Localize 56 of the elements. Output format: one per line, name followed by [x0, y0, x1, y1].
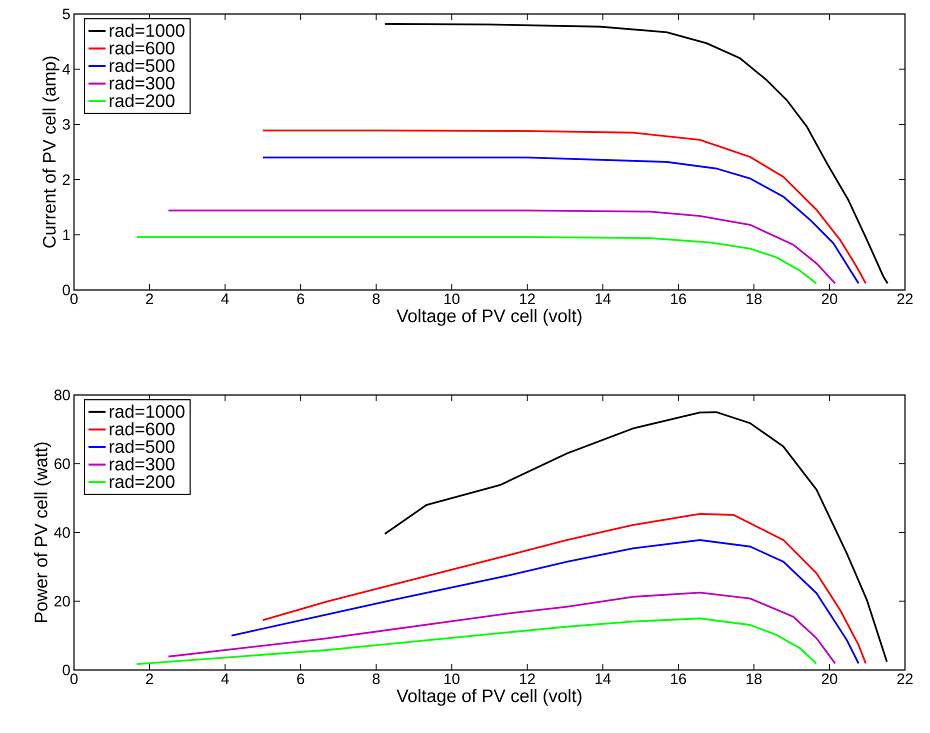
legend-label: rad=300 [110, 76, 174, 90]
x-tick-label: 2 [146, 294, 153, 304]
x-tick-label: 0 [70, 294, 78, 304]
x-tick-label: 6 [297, 294, 304, 304]
line-series [384, 23, 889, 284]
x-tick-label: 8 [372, 674, 380, 684]
x-tick-label: 4 [221, 674, 229, 684]
line-series [168, 592, 836, 664]
x-axis-title: Voltage of PV cell (volt) [396, 309, 582, 326]
y-tick-label: 60 [54, 458, 70, 470]
x-tick-label: 10 [444, 674, 460, 684]
x-tick-label: 12 [520, 674, 535, 684]
x-tick-label: 22 [897, 294, 913, 304]
x-tick-label: 0 [70, 674, 78, 684]
x-tick-label: 8 [372, 294, 380, 304]
x-tick-label: 20 [822, 674, 838, 684]
y-tick-label: 0 [62, 664, 70, 676]
legend-label: rad=200 [110, 474, 174, 488]
legend-label: rad=1000 [110, 24, 184, 37]
y-tick-label: 3 [62, 119, 70, 130]
x-tick-label: 14 [596, 294, 611, 304]
legend-label: rad=500 [110, 58, 174, 72]
legend-label: rad=600 [110, 422, 174, 436]
legend-label: rad=600 [110, 41, 174, 54]
legend-label: rad=1000 [110, 404, 184, 418]
x-tick-label: 18 [746, 294, 762, 304]
x-tick-label: 6 [297, 674, 304, 684]
line-series [230, 539, 860, 664]
line-series [262, 130, 867, 284]
y-tick-label: 4 [62, 64, 70, 74]
x-tick-label: 20 [822, 294, 838, 304]
x-tick-label: 4 [221, 294, 229, 304]
y-tick-label: 80 [54, 390, 70, 400]
y-tick-label: 2 [62, 174, 70, 185]
legend-label: rad=300 [110, 457, 174, 471]
line-series [136, 618, 818, 666]
y-tick-label: 0 [62, 284, 70, 296]
line-series [384, 411, 888, 663]
y-tick-label: 40 [54, 527, 70, 538]
y-tick-label: 5 [62, 8, 70, 20]
x-tick-label: 16 [671, 294, 686, 304]
y-axis-title: Current of PV cell (amp) [42, 56, 60, 248]
legend-label: rad=200 [110, 94, 174, 108]
x-tick-label: 14 [596, 674, 611, 684]
y-tick-label: 20 [54, 596, 70, 607]
x-axis-title: Voltage of PV cell (volt) [396, 689, 582, 706]
line-series [262, 513, 867, 664]
y-tick-label: 1 [63, 230, 70, 240]
x-tick-label: 12 [520, 294, 535, 304]
x-tick-label: 2 [146, 674, 153, 684]
x-tick-label: 10 [444, 294, 460, 304]
x-tick-label: 18 [746, 674, 762, 684]
y-axis-title: Power of PV cell (watt) [34, 442, 51, 622]
x-tick-label: 16 [671, 674, 686, 684]
legend-label: rad=500 [110, 440, 174, 453]
x-tick-label: 22 [897, 674, 913, 684]
